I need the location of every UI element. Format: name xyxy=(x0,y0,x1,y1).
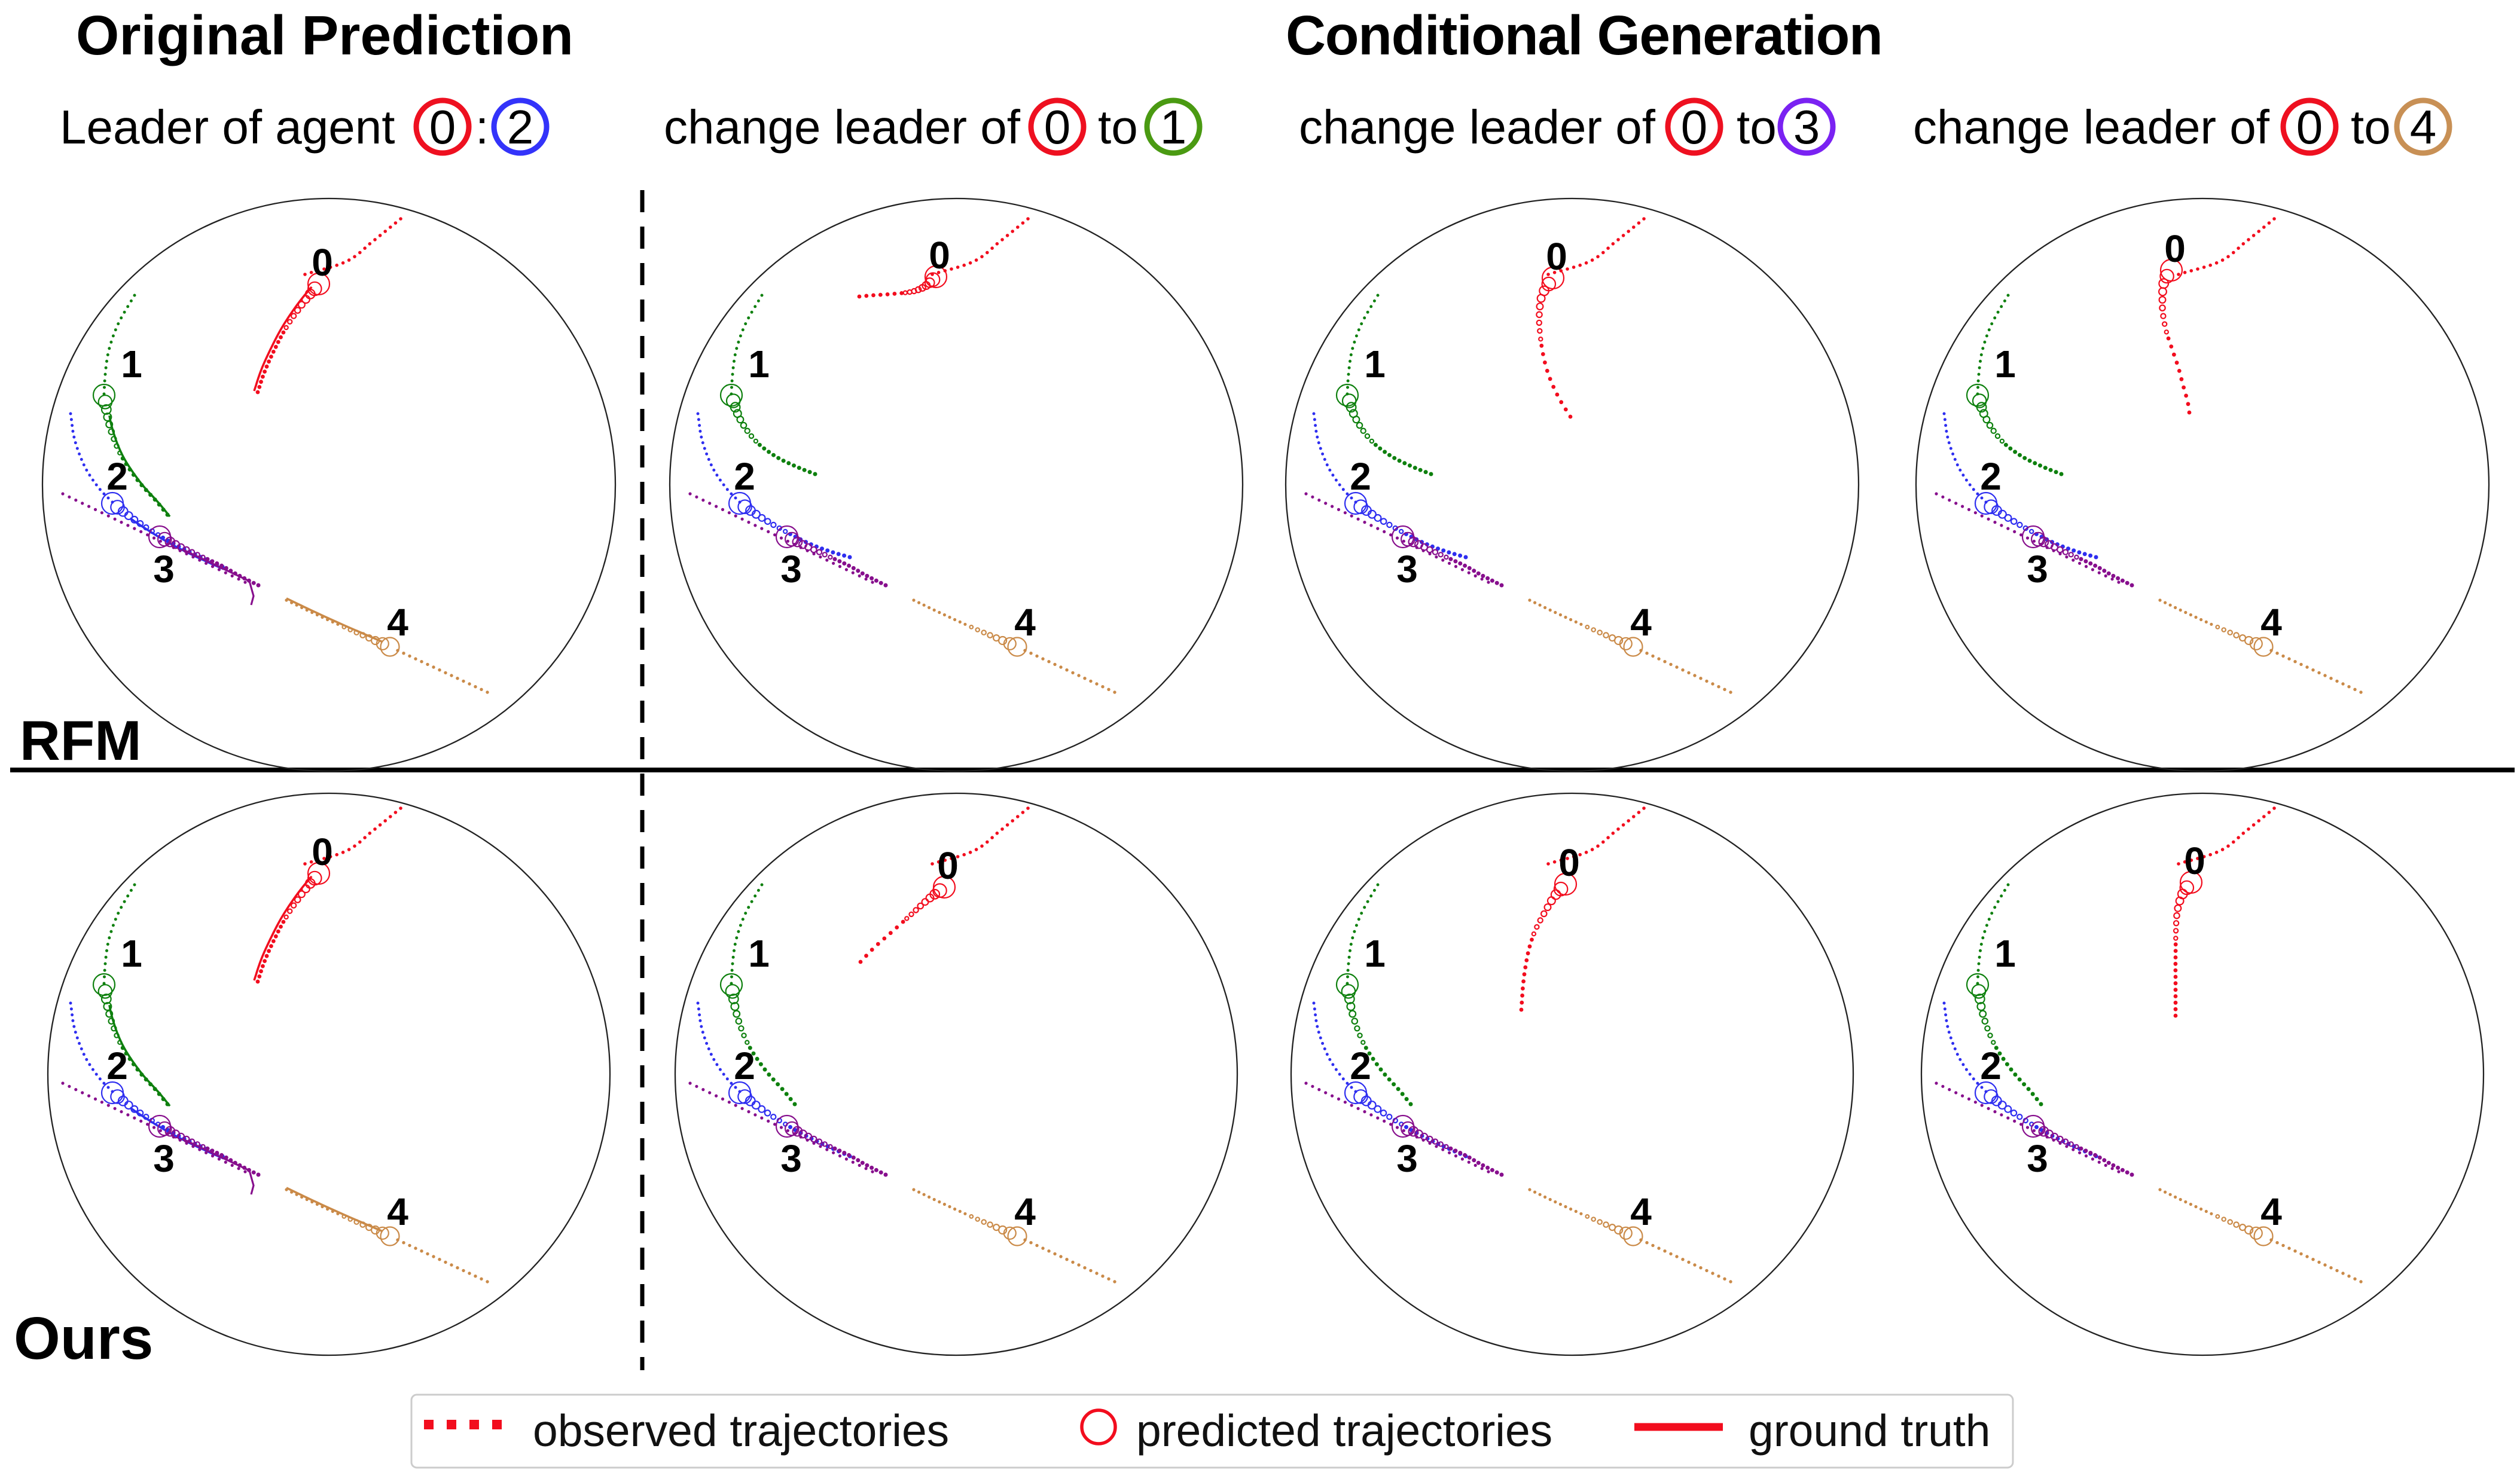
svg-text:4: 4 xyxy=(1630,1190,1652,1233)
svg-text:3: 3 xyxy=(780,548,802,591)
svg-text:Conditional Generation: Conditional Generation xyxy=(1286,4,1882,66)
svg-text:0: 0 xyxy=(312,830,333,873)
svg-text:0: 0 xyxy=(2164,227,2186,270)
svg-text:2: 2 xyxy=(106,1044,128,1087)
svg-text:3: 3 xyxy=(153,1137,175,1180)
svg-text:1: 1 xyxy=(1994,932,2016,975)
svg-text:to: to xyxy=(1737,100,1777,154)
svg-text:1: 1 xyxy=(748,343,770,386)
svg-text:4: 4 xyxy=(2260,1190,2282,1233)
svg-text:1: 1 xyxy=(121,932,142,975)
svg-text:1: 1 xyxy=(1160,100,1187,154)
svg-text:4: 4 xyxy=(1014,1190,1036,1233)
svg-text:Original Prediction: Original Prediction xyxy=(76,4,573,66)
svg-text:3: 3 xyxy=(1396,548,1418,591)
svg-text:1: 1 xyxy=(748,932,770,975)
svg-text:0: 0 xyxy=(1558,841,1580,884)
svg-text:to: to xyxy=(2351,100,2391,154)
svg-text:2: 2 xyxy=(1350,1044,1371,1087)
svg-text:4: 4 xyxy=(2260,601,2282,644)
svg-text:RFM: RFM xyxy=(20,709,142,772)
svg-text:0: 0 xyxy=(429,100,456,154)
svg-text:1: 1 xyxy=(1364,932,1386,975)
svg-text:change leader of: change leader of xyxy=(1913,100,2270,154)
svg-text:predicted trajectories: predicted trajectories xyxy=(1136,1405,1552,1456)
svg-text:0: 0 xyxy=(1044,100,1071,154)
svg-text:0: 0 xyxy=(1546,235,1567,278)
svg-text:0: 0 xyxy=(929,234,950,277)
svg-text:3: 3 xyxy=(153,548,175,591)
svg-text:0: 0 xyxy=(312,241,333,284)
svg-text:2: 2 xyxy=(1350,455,1371,498)
svg-text:Leader of agent: Leader of agent xyxy=(60,100,395,154)
svg-text:3: 3 xyxy=(2027,1137,2048,1180)
svg-text:3: 3 xyxy=(1793,100,1820,154)
svg-text:2: 2 xyxy=(1980,1044,2002,1087)
svg-text:4: 4 xyxy=(1630,601,1652,644)
svg-text:0: 0 xyxy=(2296,100,2323,154)
svg-text:0: 0 xyxy=(2184,839,2205,882)
svg-text:3: 3 xyxy=(1396,1137,1418,1180)
svg-text:to: to xyxy=(1098,100,1138,154)
svg-text:3: 3 xyxy=(2027,548,2048,591)
svg-text:2: 2 xyxy=(507,100,534,154)
svg-text::: : xyxy=(475,100,489,154)
svg-text:0: 0 xyxy=(937,844,959,887)
svg-text:1: 1 xyxy=(121,343,142,386)
svg-text:2: 2 xyxy=(734,455,755,498)
svg-text:2: 2 xyxy=(734,1044,755,1087)
svg-text:ground truth: ground truth xyxy=(1749,1405,1990,1456)
svg-text:2: 2 xyxy=(1980,455,2002,498)
svg-text:Ours: Ours xyxy=(14,1305,153,1372)
svg-text:4: 4 xyxy=(387,1190,408,1233)
svg-text:4: 4 xyxy=(387,601,408,644)
svg-text:0: 0 xyxy=(1681,100,1708,154)
svg-text:2: 2 xyxy=(106,455,128,498)
svg-text:1: 1 xyxy=(1994,343,2016,386)
svg-text:change leader of: change leader of xyxy=(664,100,1021,154)
svg-text:4: 4 xyxy=(1014,601,1036,644)
svg-text:observed trajectories: observed trajectories xyxy=(533,1405,949,1456)
svg-text:3: 3 xyxy=(780,1137,802,1180)
svg-text:1: 1 xyxy=(1364,343,1386,386)
svg-text:change leader of: change leader of xyxy=(1299,100,1656,154)
svg-text:4: 4 xyxy=(2410,100,2437,154)
